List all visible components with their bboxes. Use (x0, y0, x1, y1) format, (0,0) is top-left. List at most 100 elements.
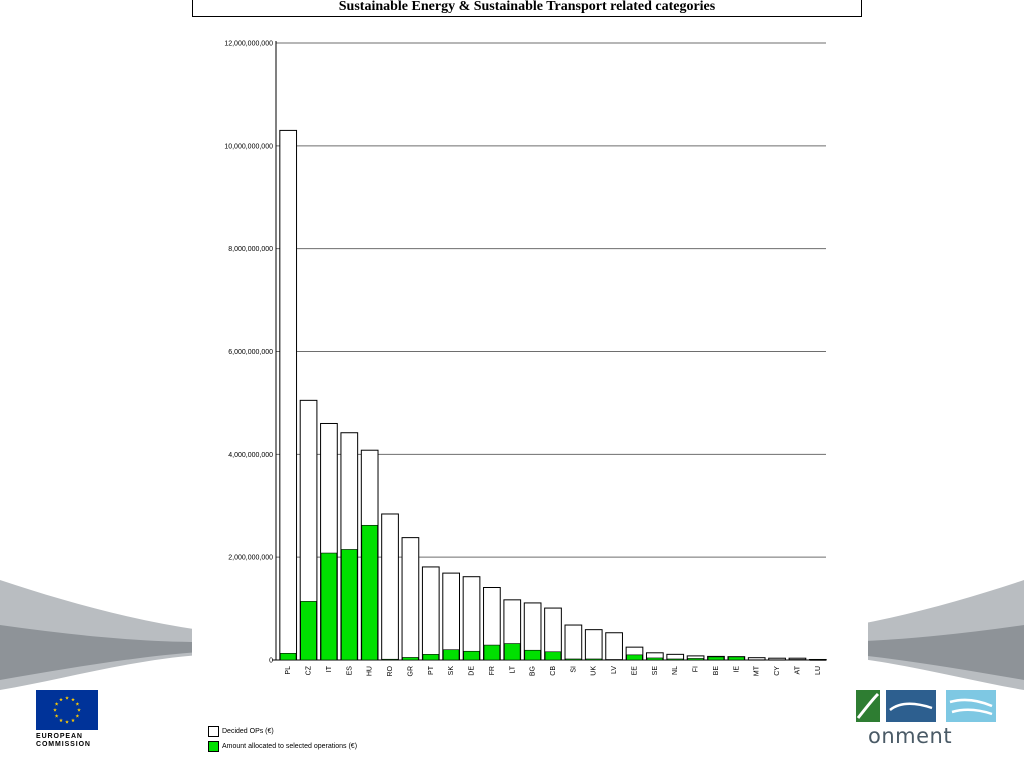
bar-allocated-nl (667, 658, 684, 661)
legend-swatch-allocated (208, 741, 219, 752)
category-label-be: BE (713, 666, 720, 676)
bar-allocated-be (707, 656, 725, 661)
category-label-bg: BG (530, 666, 537, 676)
eu-star-icon (77, 708, 81, 712)
y-tick-label: 4,000,000,000 (228, 452, 273, 459)
eu-star-icon (71, 697, 75, 702)
category-label-ie: IE (733, 666, 740, 673)
logo-text-commission: COMMISSION (36, 741, 91, 748)
wind-tile-icon (946, 690, 996, 722)
water-tile-icon (886, 690, 936, 722)
eu-star-icon (65, 720, 69, 724)
bar-chart: 12,000,000,000 10,000,000,000 8,000,000,00… (224, 41, 827, 677)
bar-decided-pl (279, 129, 298, 661)
bar-allocated-lt (504, 643, 521, 661)
eu-flag-icon (36, 690, 98, 730)
legend-label-allocated: Amount allocated to selected operations … (222, 743, 358, 750)
bar-allocated-pl (280, 653, 297, 661)
category-label-it: IT (326, 665, 333, 672)
bar-allocated-de (463, 650, 480, 661)
category-label-cy: CY (774, 666, 781, 676)
bar-allocated-sk (442, 649, 460, 661)
category-label-at: AT (794, 665, 801, 674)
logo-text-environment: onment (868, 724, 953, 748)
bar-decided-de (462, 576, 481, 661)
legend-label-decided: Decided OPs (€) (222, 728, 274, 735)
bar-decided-sk (442, 572, 460, 661)
bar-allocated-pt (422, 654, 439, 661)
category-label-fi: FI (693, 666, 700, 672)
bar-decided-lv (605, 632, 623, 661)
bar-allocated-cy (768, 659, 786, 661)
bar-allocated-cb (544, 651, 562, 661)
bar-allocated-ro (381, 658, 399, 661)
bar-allocated-se (646, 657, 664, 661)
category-label-gr: GR (407, 666, 414, 677)
eu-star-icon (59, 697, 63, 702)
eu-star-icon (75, 714, 80, 718)
bar-allocated-cz (300, 601, 317, 661)
legend-swatch-decided (208, 726, 219, 737)
y-tick-label: 0 (269, 658, 273, 665)
category-label-uk: UK (591, 666, 598, 676)
bar-decided-ro (381, 513, 399, 661)
legend-item-allocated: Amount allocated to selected operations … (208, 739, 357, 754)
eu-star-icon (54, 714, 59, 718)
bar-allocated-lu (809, 659, 826, 661)
decorative-swoosh-right (824, 580, 1024, 690)
category-label-fr: FR (489, 666, 496, 675)
category-label-nl: NL (672, 666, 679, 675)
y-tick-label: 8,000,000,000 (228, 246, 273, 253)
category-label-pt: PT (428, 665, 435, 675)
category-label-lv: LV (611, 666, 618, 674)
y-tick-label: 12,000,000,000 (224, 41, 273, 48)
bar-allocated-at (789, 659, 806, 661)
eu-star-icon (54, 702, 59, 706)
category-label-ro: RO (387, 665, 394, 676)
bar-decided-si (564, 624, 583, 661)
bar-allocated-it (320, 552, 338, 661)
bar-allocated-hu (361, 524, 378, 661)
category-label-cb: CB (550, 666, 557, 676)
category-label-ee: EE (631, 666, 638, 676)
bar-allocated-bg (524, 649, 541, 661)
bar-allocated-fi (687, 658, 704, 661)
category-label-es: ES (346, 666, 353, 676)
bar-allocated-mt (748, 659, 765, 661)
category-label-se: SE (652, 666, 659, 676)
bar-allocated-uk (585, 658, 602, 661)
bar-decided-pt (421, 566, 440, 661)
bar-allocated-fr (483, 644, 501, 661)
y-tick-label: 6,000,000,000 (228, 349, 273, 356)
category-label-si: SI (570, 666, 577, 673)
decorative-swoosh-left (0, 580, 200, 690)
european-commission-logo: EUROPEAN COMMISSION (36, 690, 102, 749)
logo-text-european: EUROPEAN (36, 733, 83, 740)
category-label-hu: HU (367, 666, 374, 676)
eu-star-icon (59, 718, 63, 723)
eu-star-icon (71, 718, 75, 723)
chart-panel: 12,000,000,000 10,000,000,000 8,000,000,00… (192, 22, 868, 768)
y-tick-label: 2,000,000,000 (228, 555, 273, 562)
bar-decided-uk (584, 629, 603, 661)
leaf-tile-icon (856, 690, 880, 722)
bar-decided-gr (401, 537, 420, 661)
eu-star-icon (53, 708, 57, 712)
category-label-de: DE (469, 666, 476, 676)
category-label-lt: LT (509, 665, 516, 673)
chart-title: Sustainable Energy & Sustainable Transpo… (192, 0, 862, 17)
bar-allocated-si (565, 658, 582, 661)
bar-allocated-ie (728, 656, 745, 661)
bar-allocated-es (341, 549, 358, 661)
category-label-pl: PL (285, 666, 292, 675)
environment-logo: onment (856, 688, 1006, 748)
bar-allocated-lv (605, 659, 623, 661)
bar-allocated-gr (402, 657, 419, 661)
eu-star-icon (65, 696, 69, 700)
bar-allocated-ee (626, 654, 643, 661)
chart-legend: Decided OPs (€) Amount allocated to sele… (208, 724, 357, 754)
category-label-mt: MT (754, 665, 761, 676)
y-tick-label: 10,000,000,000 (224, 143, 273, 150)
category-label-cz: CZ (306, 665, 313, 675)
category-label-lu: LU (815, 666, 822, 675)
